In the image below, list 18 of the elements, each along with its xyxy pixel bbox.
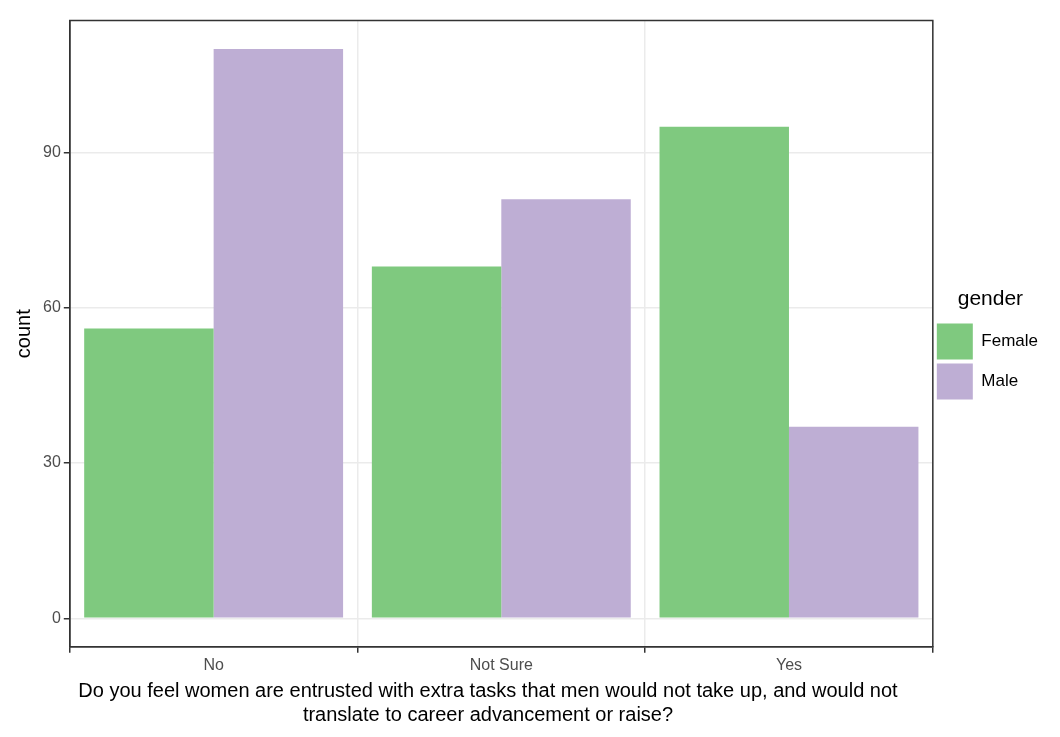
legend-title: gender [957,285,1024,309]
bar [501,199,631,618]
x-tick-label: Yes [775,655,803,673]
y-tick-label: 30 [43,453,61,471]
y-axis-title: count [11,308,34,359]
x-axis-title: Do you feel women are entrusted with extra tasks that men would not take up, and would not translate to career advancement or raise? [77,678,899,726]
bar [84,328,214,618]
y-tick-label: 90 [43,142,61,160]
bar [371,266,502,618]
legend-label: Male [981,371,1019,391]
bar [213,49,344,618]
x-tick-label: Not Sure [469,655,533,673]
x-tick-label: No [203,655,224,673]
bar [788,426,919,618]
bar [659,126,789,618]
legend-label: Female [981,331,1038,351]
y-tick-label: 60 [43,298,61,316]
y-tick-label: 0 [51,608,61,626]
